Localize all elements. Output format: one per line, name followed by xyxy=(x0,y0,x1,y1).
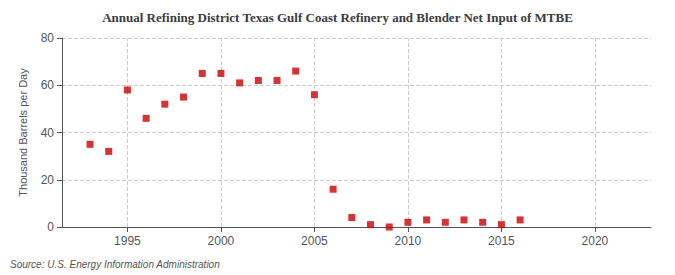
svg-text:80: 80 xyxy=(41,31,55,45)
svg-text:40: 40 xyxy=(41,126,55,140)
svg-text:2015: 2015 xyxy=(488,234,515,248)
svg-text:0: 0 xyxy=(47,220,54,234)
svg-text:20: 20 xyxy=(41,173,55,187)
svg-text:2020: 2020 xyxy=(582,234,609,248)
svg-text:Annual Refining District Texas: Annual Refining District Texas Gulf Coas… xyxy=(102,10,573,25)
svg-text:2000: 2000 xyxy=(208,234,235,248)
svg-text:60: 60 xyxy=(41,78,55,92)
svg-text:2005: 2005 xyxy=(301,234,328,248)
svg-text:Source: U.S. Energy Informatio: Source: U.S. Energy Information Administ… xyxy=(10,259,220,270)
svg-text:Thousand Barrels per Day: Thousand Barrels per Day xyxy=(17,68,29,197)
svg-text:2010: 2010 xyxy=(395,234,422,248)
svg-text:1995: 1995 xyxy=(114,234,141,248)
